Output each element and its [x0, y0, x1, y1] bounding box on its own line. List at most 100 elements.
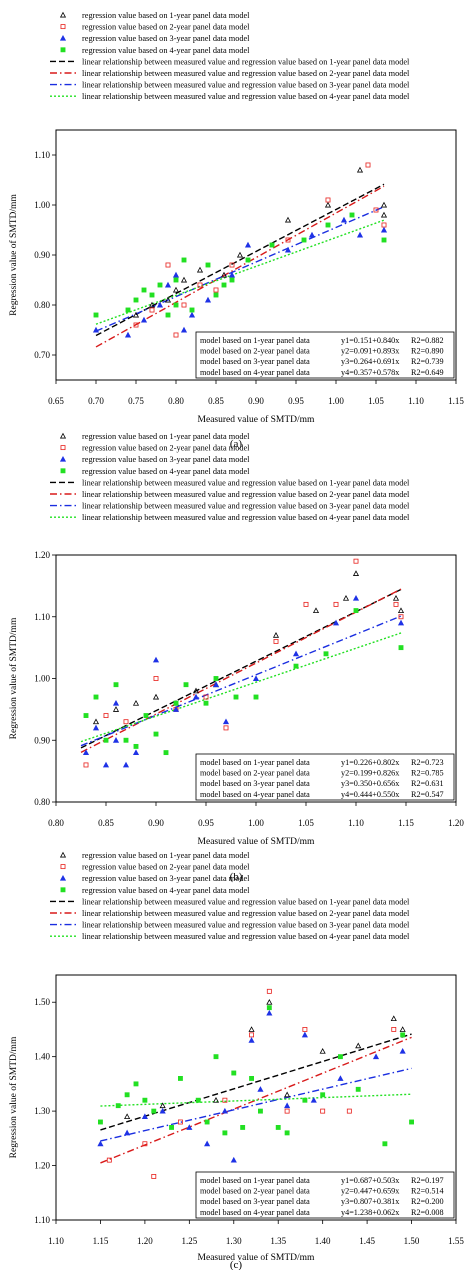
legend-label: regression value based on 4-year panel d…	[82, 886, 250, 895]
legend-label: linear relationship between measured val…	[82, 502, 410, 511]
legend: regression value based on 1-year panel d…	[50, 11, 410, 101]
data-point	[172, 286, 180, 293]
equation-r2: R2=0.008	[411, 1208, 444, 1217]
equation-r2: R2=0.890	[411, 347, 444, 356]
data-point	[106, 1157, 112, 1163]
legend-label: regression value based on 4-year panel d…	[82, 46, 250, 55]
legend-item: linear relationship between measured val…	[50, 502, 410, 511]
equation-model: model based on 4-year panel data	[200, 368, 310, 377]
equation-text: y4=0.444+0.550x	[341, 790, 399, 799]
data-point	[312, 607, 320, 614]
data-point	[151, 1174, 157, 1179]
chart-panel-1: regression value based on 1-year panel d…	[8, 11, 464, 450]
data-point	[124, 1129, 131, 1136]
equation-text: y3=0.264+0.691x	[341, 357, 399, 366]
data-point	[132, 749, 140, 756]
regression-line	[80, 615, 402, 747]
x-tick-label: 0.85	[208, 396, 224, 406]
data-point	[112, 737, 120, 743]
y-tick-label: 1.20	[34, 550, 50, 560]
y-tick-label: 1.20	[34, 1161, 50, 1171]
x-tick-label: 0.95	[198, 818, 214, 828]
data-point	[83, 713, 89, 718]
data-point	[380, 211, 388, 218]
equation-r2: R2=0.514	[411, 1187, 444, 1196]
data-point	[122, 761, 130, 768]
legend-marker	[59, 34, 67, 41]
regression-line	[80, 588, 402, 753]
data-point	[365, 162, 371, 168]
data-point	[163, 750, 169, 756]
data-point	[228, 271, 236, 278]
y-tick-label: 0.80	[34, 797, 50, 807]
data-point	[172, 706, 180, 712]
data-point	[98, 1119, 103, 1125]
data-point	[196, 266, 204, 273]
data-point	[178, 1119, 183, 1125]
equation-model: model based on 1-year panel data	[200, 758, 310, 767]
data-point	[92, 724, 100, 731]
chart-panel-3: regression value based on 1-year panel d…	[8, 851, 464, 1270]
data-point	[248, 1037, 255, 1043]
panel-caption: (c)	[230, 1259, 243, 1270]
x-tick-label: 1.10	[48, 1236, 64, 1246]
data-point	[132, 699, 140, 706]
data-point	[213, 292, 219, 298]
y-tick-label: 1.30	[34, 1106, 50, 1116]
data-point	[123, 737, 129, 743]
data-point	[258, 1108, 263, 1114]
legend-item: regression value based on 2-year panel d…	[60, 863, 250, 872]
data-point	[133, 297, 139, 303]
data-point	[165, 312, 171, 318]
legend-item: linear relationship between measured val…	[50, 932, 410, 941]
equation-r2: R2=0.649	[411, 368, 444, 377]
data-point	[320, 1108, 326, 1114]
regression-line	[95, 183, 385, 337]
x-tick-label: 0.80	[168, 396, 184, 406]
data-point	[152, 693, 160, 700]
data-point	[222, 718, 230, 725]
legend-label: regression value based on 1-year panel d…	[82, 432, 250, 441]
data-point	[372, 1053, 380, 1060]
equation-model: model based on 3-year panel data	[200, 779, 310, 788]
equation-text: y1=0.687+0.503x	[341, 1176, 399, 1185]
equation-box-frame	[195, 331, 455, 379]
equation-box-frame	[195, 753, 455, 801]
data-point	[349, 212, 355, 218]
data-point	[353, 558, 359, 564]
equation-text: y4=1.238+0.062x	[341, 1208, 399, 1217]
x-tick-label: 1.20	[137, 1236, 153, 1246]
data-point	[189, 307, 195, 313]
x-tick-label: 1.55	[448, 1236, 464, 1246]
data-point	[222, 1097, 228, 1103]
y-tick-label: 1.10	[34, 1215, 50, 1225]
data-point	[173, 277, 179, 283]
data-point	[172, 271, 180, 278]
data-point	[382, 1141, 388, 1147]
x-tick-label: 1.30	[226, 1236, 242, 1246]
data-point	[323, 651, 329, 657]
data-point	[229, 262, 235, 268]
data-point	[143, 713, 149, 718]
data-point	[213, 1054, 219, 1060]
data-point	[272, 632, 280, 638]
data-point	[332, 619, 340, 626]
data-point	[409, 1119, 414, 1125]
data-point	[132, 311, 140, 318]
data-point	[180, 326, 188, 333]
data-point	[169, 1125, 174, 1130]
data-point	[164, 296, 172, 303]
data-point	[325, 222, 331, 228]
data-point	[156, 301, 164, 308]
x-tick-label: 0.85	[98, 818, 114, 828]
legend-item: regression value based on 4-year panel d…	[60, 467, 250, 476]
data-point	[353, 608, 359, 614]
legend-item: linear relationship between measured val…	[50, 69, 410, 78]
data-point	[157, 282, 163, 288]
x-tick-label: 1.00	[328, 396, 344, 406]
data-point	[249, 1032, 254, 1038]
y-axis-label: Regression value of SMTD/mm	[8, 617, 19, 739]
data-point	[356, 166, 364, 173]
legend-marker	[60, 47, 66, 53]
